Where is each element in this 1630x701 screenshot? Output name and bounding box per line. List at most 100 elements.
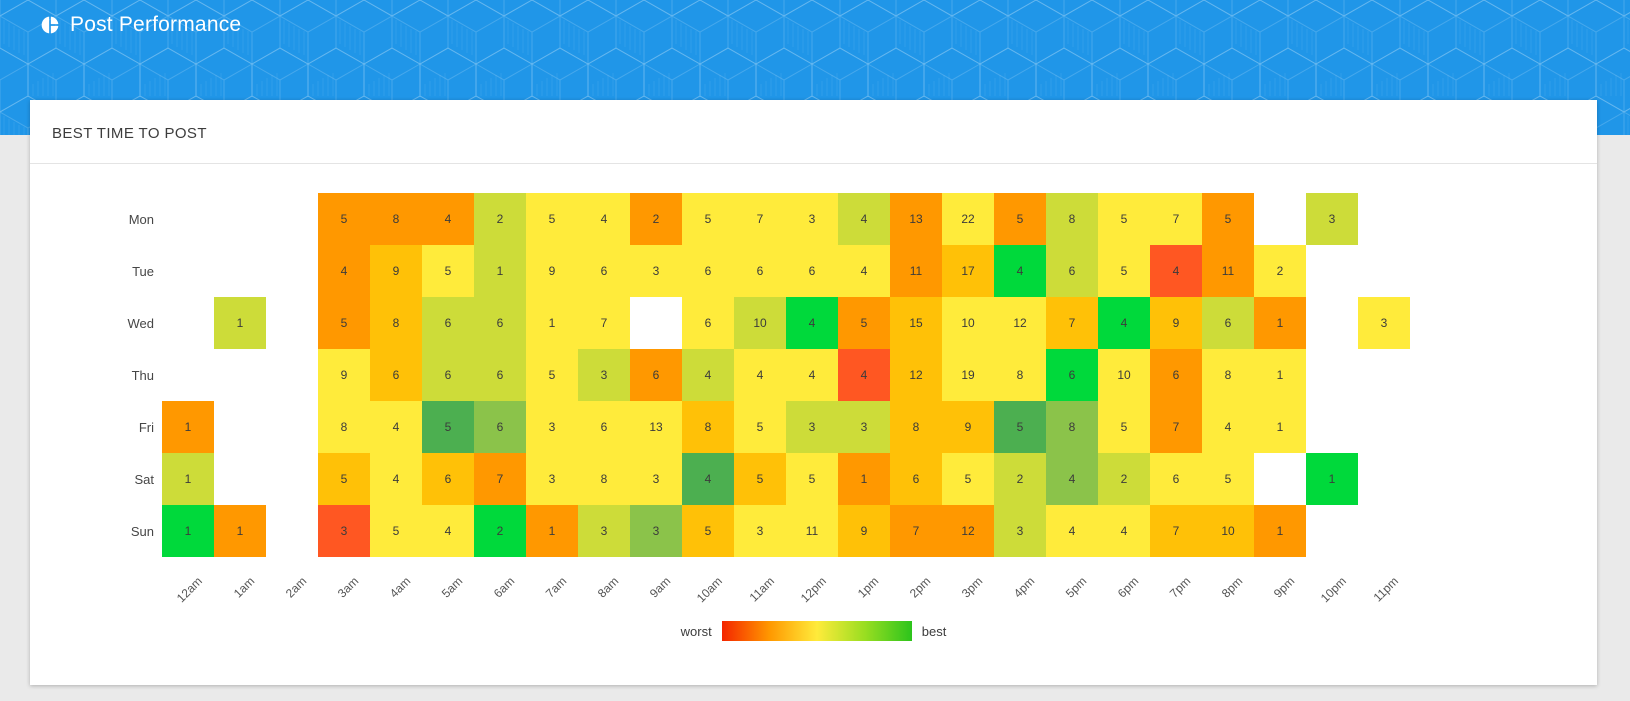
heatmap-cell[interactable]: 5 [526,349,578,401]
heatmap-cell[interactable]: 12 [994,297,1046,349]
heatmap-cell[interactable]: 4 [1098,505,1150,557]
heatmap-cell[interactable]: 19 [942,349,994,401]
heatmap-cell[interactable]: 9 [838,505,890,557]
heatmap-cell[interactable]: 1 [474,245,526,297]
heatmap-cell[interactable]: 5 [1098,401,1150,453]
heatmap-cell[interactable]: 8 [1046,193,1098,245]
heatmap-cell[interactable]: 2 [474,505,526,557]
heatmap-cell[interactable]: 3 [526,453,578,505]
heatmap-cell[interactable]: 7 [1046,297,1098,349]
heatmap-cell[interactable]: 6 [630,349,682,401]
heatmap-cell[interactable]: 4 [578,193,630,245]
heatmap-cell[interactable]: 6 [890,453,942,505]
heatmap-cell[interactable]: 4 [318,245,370,297]
heatmap-cell[interactable]: 5 [682,193,734,245]
heatmap-cell[interactable]: 3 [838,401,890,453]
heatmap-cell[interactable]: 10 [734,297,786,349]
heatmap-cell[interactable]: 2 [630,193,682,245]
heatmap-cell[interactable]: 1 [1254,349,1306,401]
heatmap-cell[interactable]: 2 [994,453,1046,505]
heatmap-cell[interactable]: 3 [1358,297,1410,349]
heatmap-cell[interactable]: 1 [526,297,578,349]
heatmap-cell[interactable]: 3 [994,505,1046,557]
heatmap-cell[interactable]: 5 [838,297,890,349]
heatmap-cell[interactable]: 5 [682,505,734,557]
heatmap-cell[interactable]: 6 [786,245,838,297]
heatmap-cell[interactable]: 5 [422,245,474,297]
heatmap-cell[interactable]: 3 [578,349,630,401]
heatmap-cell[interactable]: 9 [1150,297,1202,349]
heatmap-cell[interactable]: 6 [578,245,630,297]
heatmap-cell[interactable]: 5 [318,453,370,505]
heatmap-cell[interactable]: 4 [422,505,474,557]
heatmap-cell[interactable]: 1 [1254,401,1306,453]
heatmap-cell[interactable]: 1 [1306,453,1358,505]
heatmap-cell[interactable]: 6 [682,245,734,297]
heatmap-cell[interactable]: 6 [474,401,526,453]
heatmap-cell[interactable]: 5 [786,453,838,505]
heatmap-cell[interactable]: 1 [214,505,266,557]
heatmap-cell[interactable]: 11 [1202,245,1254,297]
heatmap-cell[interactable]: 8 [370,297,422,349]
heatmap-cell[interactable]: 3 [578,505,630,557]
heatmap-cell[interactable]: 5 [994,193,1046,245]
heatmap-cell[interactable]: 9 [526,245,578,297]
heatmap-cell[interactable]: 3 [734,505,786,557]
heatmap-cell[interactable]: 4 [682,349,734,401]
heatmap-cell[interactable]: 3 [630,505,682,557]
heatmap-cell[interactable]: 15 [890,297,942,349]
heatmap-cell[interactable]: 12 [942,505,994,557]
heatmap-cell[interactable]: 7 [1150,401,1202,453]
heatmap-cell[interactable]: 9 [318,349,370,401]
heatmap-cell[interactable]: 6 [682,297,734,349]
heatmap-cell[interactable]: 1 [162,505,214,557]
heatmap-cell[interactable]: 1 [162,401,214,453]
heatmap-cell[interactable]: 1 [1254,297,1306,349]
heatmap-cell[interactable]: 3 [630,245,682,297]
heatmap-cell[interactable]: 1 [162,453,214,505]
heatmap-cell[interactable]: 4 [422,193,474,245]
heatmap-cell[interactable]: 2 [474,193,526,245]
heatmap-cell[interactable]: 2 [1254,245,1306,297]
heatmap-cell[interactable]: 3 [1306,193,1358,245]
heatmap-cell[interactable]: 11 [890,245,942,297]
heatmap-cell[interactable]: 4 [734,349,786,401]
heatmap-cell[interactable]: 1 [214,297,266,349]
heatmap-cell[interactable]: 6 [422,297,474,349]
heatmap-cell[interactable]: 4 [786,349,838,401]
heatmap-cell[interactable]: 8 [578,453,630,505]
heatmap-cell[interactable]: 1 [1254,505,1306,557]
heatmap-cell[interactable]: 6 [422,453,474,505]
heatmap-cell[interactable]: 7 [890,505,942,557]
heatmap-cell[interactable]: 9 [942,401,994,453]
heatmap-cell[interactable]: 4 [1046,453,1098,505]
heatmap-cell[interactable]: 8 [890,401,942,453]
heatmap-cell[interactable]: 5 [994,401,1046,453]
heatmap-cell[interactable]: 4 [1046,505,1098,557]
heatmap-cell[interactable]: 5 [1202,453,1254,505]
heatmap-cell[interactable]: 4 [838,245,890,297]
heatmap-cell[interactable]: 13 [890,193,942,245]
heatmap-cell[interactable]: 5 [1098,245,1150,297]
heatmap-cell[interactable]: 6 [1046,245,1098,297]
heatmap-cell[interactable]: 6 [474,349,526,401]
heatmap-cell[interactable]: 6 [474,297,526,349]
heatmap-cell[interactable]: 4 [994,245,1046,297]
heatmap-cell[interactable]: 10 [1202,505,1254,557]
heatmap-cell[interactable]: 5 [734,401,786,453]
heatmap-cell[interactable]: 6 [1150,349,1202,401]
heatmap-cell[interactable]: 5 [526,193,578,245]
heatmap-cell[interactable]: 5 [318,297,370,349]
heatmap-cell[interactable]: 3 [786,401,838,453]
heatmap-cell[interactable]: 7 [474,453,526,505]
heatmap-cell[interactable]: 8 [1046,401,1098,453]
heatmap-cell[interactable]: 6 [370,349,422,401]
heatmap-cell[interactable]: 6 [1046,349,1098,401]
heatmap-cell[interactable]: 8 [318,401,370,453]
heatmap-cell[interactable]: 4 [682,453,734,505]
heatmap-cell[interactable]: 9 [370,245,422,297]
heatmap-cell[interactable]: 8 [1202,349,1254,401]
heatmap-cell[interactable]: 4 [838,349,890,401]
heatmap-cell[interactable]: 3 [318,505,370,557]
heatmap-cell[interactable]: 7 [578,297,630,349]
